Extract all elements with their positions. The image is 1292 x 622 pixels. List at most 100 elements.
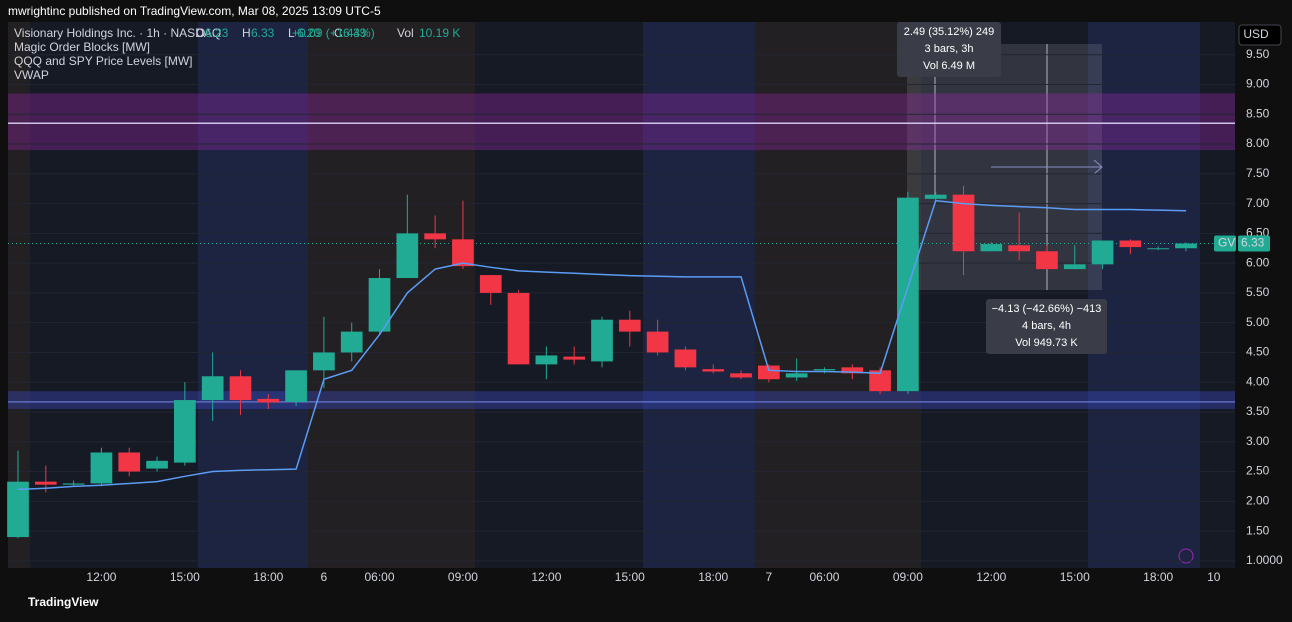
ohlc-value: 6.20 <box>297 26 321 40</box>
x-tick-label: 18:00 <box>253 570 283 584</box>
zone <box>8 391 1235 410</box>
change: +0.09 (+1.44%) <box>292 26 375 40</box>
y-tick-label: 3.00 <box>1246 434 1270 448</box>
indicator-name: Magic Order Blocks [MW] <box>14 40 150 54</box>
candle-body <box>563 356 586 360</box>
x-tick-label: 15:00 <box>170 570 200 584</box>
x-tick-label: 09:00 <box>448 570 478 584</box>
candle-body <box>813 369 836 371</box>
y-tick-label: 7.50 <box>1246 166 1270 180</box>
y-tick-label: 9.00 <box>1246 77 1270 91</box>
session-shade <box>755 22 921 568</box>
measure-text: Vol 6.49 M <box>923 60 975 72</box>
candle-body <box>785 373 808 378</box>
candle-body <box>118 452 141 472</box>
y-tick-label: 8.50 <box>1246 106 1270 120</box>
candle-body <box>535 355 558 365</box>
candle-body <box>1175 243 1197 249</box>
y-tick-label: 1.0000 <box>1246 553 1283 567</box>
publisher: mwrightinc published on TradingView.com,… <box>8 4 381 18</box>
candle-body <box>62 483 85 485</box>
candle-body <box>90 452 113 484</box>
last-price: 6.33 <box>1241 236 1265 250</box>
candle-body <box>674 349 697 368</box>
candle-body <box>313 352 335 371</box>
ohlc-label: L <box>288 26 295 40</box>
measure-text: −4.13 (−42.66%) −413 <box>992 303 1102 315</box>
candle-body <box>869 370 891 392</box>
session-shade <box>308 22 475 568</box>
candle-body <box>424 233 446 240</box>
session-shade <box>1088 22 1200 568</box>
candle-body <box>618 319 641 332</box>
candle-body <box>952 194 975 252</box>
candle-body <box>1063 264 1086 270</box>
measure-text: 2.49 (35.12%) 249 <box>904 26 995 38</box>
x-tick-label: 12:00 <box>531 570 561 584</box>
zone <box>8 93 1235 151</box>
measure-text: Vol 949.73 K <box>1015 337 1078 349</box>
candle-body <box>174 400 196 463</box>
indicator-name: QQQ and SPY Price Levels [MW] <box>14 54 193 68</box>
brand: TradingView <box>28 595 99 609</box>
vwap-line <box>17 199 1187 491</box>
currency-box[interactable] <box>1238 24 1282 46</box>
measure-text: 3 bars, 3h <box>925 43 974 55</box>
candle-body <box>1008 245 1030 252</box>
y-tick-label: 5.50 <box>1246 285 1270 299</box>
indicator-name: VWAP <box>14 68 49 82</box>
x-tick-label: 06:00 <box>365 570 395 584</box>
x-tick-label: 09:00 <box>893 570 923 584</box>
x-tick-label: 10 <box>1207 570 1221 584</box>
candle-body <box>34 481 57 485</box>
x-tick-label: 15:00 <box>615 570 645 584</box>
x-tick-label: 12:00 <box>976 570 1006 584</box>
ohlc-label: O <box>196 26 205 40</box>
ohlc-label: C <box>334 26 343 40</box>
x-tick-label: 06:00 <box>809 570 839 584</box>
candle-body <box>758 365 780 380</box>
symbol-tag <box>1214 235 1236 252</box>
candle-body <box>229 376 252 401</box>
volume-value: 10.19 K <box>419 26 460 40</box>
ohlc-value: 6.23 <box>205 26 229 40</box>
y-tick-label: 2.50 <box>1246 464 1270 478</box>
symbol: GV <box>1218 236 1235 250</box>
ohlc-label: H <box>242 26 251 40</box>
y-tick-label: 1.50 <box>1246 523 1270 537</box>
symbol-title: Visionary Holdings Inc. · 1h · NASDAQ <box>14 26 221 40</box>
x-tick-label: 15:00 <box>1060 570 1090 584</box>
volume-label: Vol <box>397 26 414 40</box>
candle-body <box>897 197 919 392</box>
candle-body <box>146 460 168 469</box>
y-tick-label: 3.50 <box>1246 404 1270 418</box>
candle-body <box>1119 240 1142 248</box>
x-tick-label: 6 <box>321 570 328 584</box>
candle-body <box>452 239 474 267</box>
y-tick-label: 9.50 <box>1246 47 1270 61</box>
candle-body <box>368 278 391 332</box>
candle-body <box>479 275 502 293</box>
candle-body <box>201 376 224 401</box>
session-shade <box>198 22 308 568</box>
candle-body <box>7 481 29 538</box>
candle-body <box>1036 251 1058 270</box>
candle-body <box>980 244 1003 252</box>
ohlc-value: 6.33 <box>251 26 275 40</box>
x-tick-label: 18:00 <box>1143 570 1173 584</box>
x-tick-label: 12:00 <box>86 570 116 584</box>
y-tick-label: 4.00 <box>1246 374 1270 388</box>
currency[interactable]: USD <box>1243 27 1269 41</box>
flash-icon[interactable] <box>1178 548 1194 564</box>
candle-body <box>646 331 669 353</box>
candle-body <box>1147 248 1170 250</box>
candle-body <box>1091 240 1114 265</box>
candle-body <box>507 292 530 365</box>
candle-body <box>396 233 419 279</box>
measure-box <box>897 22 1001 77</box>
candle-body <box>924 194 947 199</box>
ohlc-value: 6.33 <box>343 26 367 40</box>
y-tick-label: 6.00 <box>1246 255 1270 269</box>
